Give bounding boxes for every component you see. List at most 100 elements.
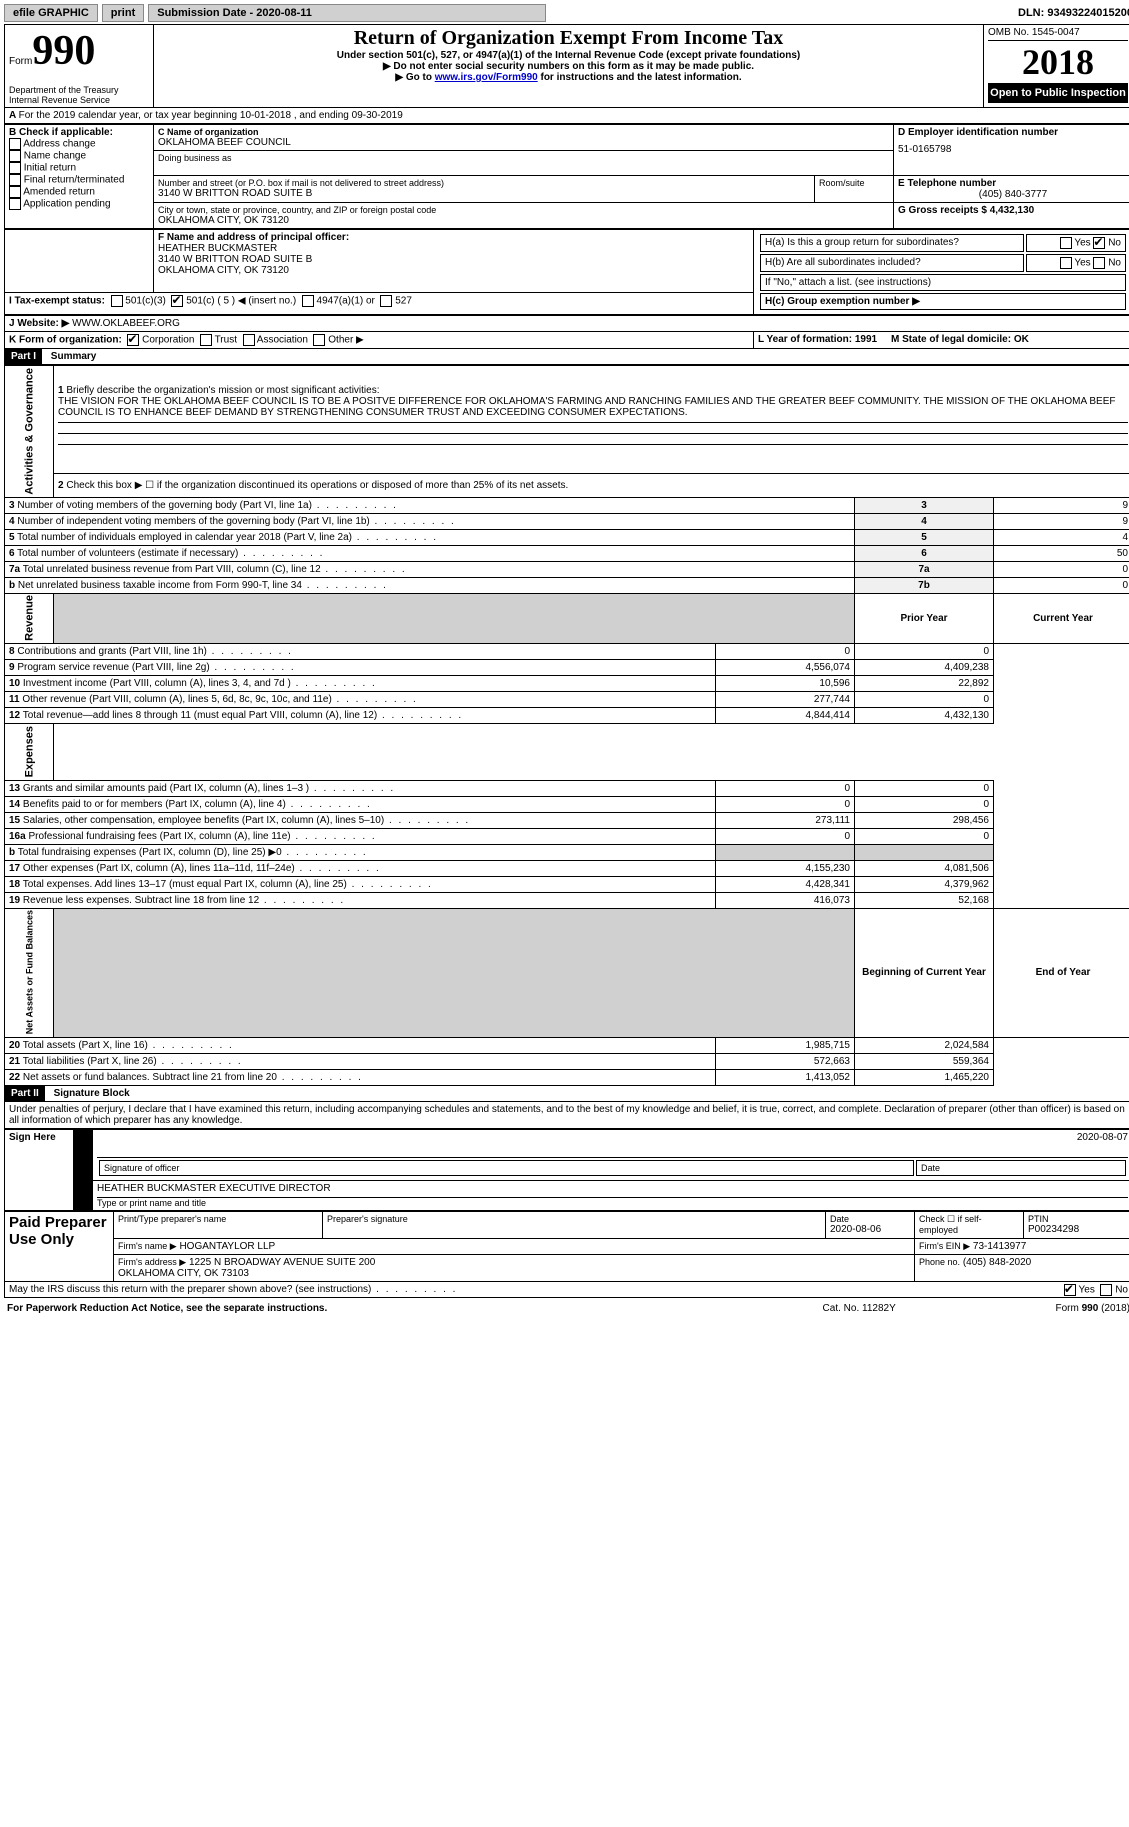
boxb-checkbox[interactable] <box>9 162 21 174</box>
hb-yes-label: Yes <box>1074 258 1090 269</box>
k-other-checkbox[interactable] <box>313 334 325 346</box>
footer-pra: For Paperwork Reduction Act Notice, see … <box>6 1302 768 1315</box>
k-other-label: Other ▶ <box>328 335 363 346</box>
part-ii-title: Signature Block <box>48 1088 130 1099</box>
box-h-note: If "No," attach a list. (see instruction… <box>760 274 1126 291</box>
box-hc: H(c) Group exemption number ▶ <box>760 293 1126 310</box>
boxb-item-label: Amended return <box>23 187 95 198</box>
firm-name: HOGANTAYLOR LLP <box>179 1241 275 1252</box>
officer-addr1: 3140 W BRITTON ROAD SUITE B <box>158 254 749 265</box>
boxb-item-label: Final return/terminated <box>24 175 125 186</box>
sig-date: 2020-08-07 <box>97 1132 1128 1143</box>
i-501c-checkbox[interactable] <box>171 295 183 307</box>
p-name-label: Print/Type preparer's name <box>118 1214 318 1224</box>
p-date-label: Date <box>830 1214 910 1224</box>
i-501c-label: 501(c) ( 5 ) ◀ (insert no.) <box>186 296 296 307</box>
footer-form: Form 990 (2018) <box>950 1302 1129 1315</box>
hb-no-checkbox[interactable] <box>1093 257 1105 269</box>
dept-treasury: Department of the Treasury Internal Reve… <box>9 85 149 105</box>
city-label: City or town, state or province, country… <box>158 205 889 215</box>
k-assoc-checkbox[interactable] <box>243 334 255 346</box>
part-i-title: Summary <box>45 351 97 362</box>
i-4947-checkbox[interactable] <box>302 295 314 307</box>
ha-no-checkbox[interactable] <box>1093 237 1105 249</box>
website: WWW.OKLABEEF.ORG <box>72 318 180 329</box>
p-date: 2020-08-06 <box>830 1224 910 1235</box>
side-expenses: Expenses <box>5 724 54 780</box>
boxb-checkbox[interactable] <box>9 138 21 150</box>
boxb-item-label: Initial return <box>24 163 76 174</box>
boxb-checkbox[interactable] <box>9 186 21 198</box>
jklm-block: J Website: ▶ WWW.OKLABEEF.ORG K Form of … <box>4 315 1129 349</box>
toolbar: efile GRAPHIC print Submission Date - 20… <box>4 4 1129 22</box>
boxb-checkbox[interactable] <box>9 150 21 162</box>
efile-button[interactable]: efile GRAPHIC <box>4 4 98 22</box>
line1-text: Briefly describe the organization's miss… <box>66 385 379 396</box>
i-501c3-checkbox[interactable] <box>111 295 123 307</box>
discuss-yes-label: Yes <box>1079 1285 1095 1296</box>
open-public: Open to Public Inspection <box>988 83 1128 103</box>
boxb-item-label: Application pending <box>23 199 110 210</box>
p-sig-label: Preparer's signature <box>327 1214 821 1224</box>
print-button[interactable]: print <box>102 4 144 22</box>
part-ii-number: Part II <box>5 1086 45 1101</box>
ha-yes-checkbox[interactable] <box>1060 237 1072 249</box>
form-note2-post: for instructions and the latest informat… <box>538 72 742 83</box>
form-note1: Do not enter social security numbers on … <box>158 61 979 72</box>
line2-text: Check this box ▶ ☐ if the organization d… <box>66 480 568 491</box>
line-a-text: For the 2019 calendar year, or tax year … <box>19 110 403 121</box>
omb-number: OMB No. 1545-0047 <box>988 27 1128 41</box>
k-trust-checkbox[interactable] <box>200 334 212 346</box>
form-prefix: Form <box>9 56 32 67</box>
box-e-label: E Telephone number <box>898 178 1128 189</box>
org-name: OKLAHOMA BEEF COUNCIL <box>158 137 889 148</box>
side-revenue: Revenue <box>5 593 54 644</box>
i-527-checkbox[interactable] <box>380 295 392 307</box>
street-label: Number and street (or P.O. box if mail i… <box>158 178 810 188</box>
box-m: M State of legal domicile: OK <box>891 334 1029 345</box>
hdr-beginning: Beginning of Current Year <box>855 908 994 1037</box>
part-i-number: Part I <box>5 349 42 364</box>
k-corp-checkbox[interactable] <box>127 334 139 346</box>
k-corp-label: Corporation <box>142 335 194 346</box>
paid-preparer-label: Paid Preparer Use Only <box>5 1212 114 1282</box>
sig-officer-label: Signature of officer <box>99 1160 914 1176</box>
box-c-name-label: C Name of organization <box>158 127 889 137</box>
officer-name-title: HEATHER BUCKMASTER EXECUTIVE DIRECTOR <box>97 1183 1128 1198</box>
form-note2-pre: Go to <box>406 72 435 83</box>
tax-year: 2018 <box>988 41 1128 83</box>
box-hb: H(b) Are all subordinates included? <box>760 254 1024 272</box>
side-activities: Activities & Governance <box>5 366 54 498</box>
boxb-checkbox[interactable] <box>9 198 21 210</box>
ptin: P00234298 <box>1028 1224 1128 1235</box>
box-j-label: J Website: ▶ <box>9 318 69 329</box>
firm-addr-label: Firm's address ▶ <box>118 1257 186 1267</box>
hdr-prior: Prior Year <box>855 593 994 644</box>
dln: DLN: 93493224015200 <box>1018 7 1129 19</box>
city: OKLAHOMA CITY, OK 73120 <box>158 215 889 226</box>
officer-name: HEATHER BUCKMASTER <box>158 243 749 254</box>
box-d-label: D Employer identification number <box>898 127 1128 138</box>
identity-block: B Check if applicable: Address change Na… <box>4 124 1129 229</box>
hdr-current: Current Year <box>994 593 1129 644</box>
hb-yes-checkbox[interactable] <box>1060 257 1072 269</box>
ha-yes-label: Yes <box>1074 238 1090 249</box>
boxb-checkbox[interactable] <box>9 174 21 186</box>
i-4947-label: 4947(a)(1) or <box>317 296 375 307</box>
boxb-item-label: Address change <box>23 139 95 150</box>
box-k-label: K Form of organization: <box>9 335 122 346</box>
k-trust-label: Trust <box>215 335 237 346</box>
p-check-label: Check ☐ if self-employed <box>915 1212 1024 1239</box>
declaration: Under penalties of perjury, I declare th… <box>4 1102 1129 1129</box>
form-number: 990 <box>32 28 95 74</box>
i-501c3-label: 501(c)(3) <box>125 296 166 307</box>
form-note2-link[interactable]: www.irs.gov/Form990 <box>435 72 538 83</box>
discuss-no-checkbox[interactable] <box>1100 1284 1112 1296</box>
name-title-label: Type or print name and title <box>97 1198 1128 1208</box>
discuss-yes-checkbox[interactable] <box>1064 1284 1076 1296</box>
firm-ein: 73-1413977 <box>973 1241 1026 1252</box>
hdr-end: End of Year <box>994 908 1129 1037</box>
form-title: Return of Organization Exempt From Incom… <box>158 27 979 50</box>
date-label: Date <box>916 1160 1126 1176</box>
form-subtitle: Under section 501(c), 527, or 4947(a)(1)… <box>158 50 979 61</box>
